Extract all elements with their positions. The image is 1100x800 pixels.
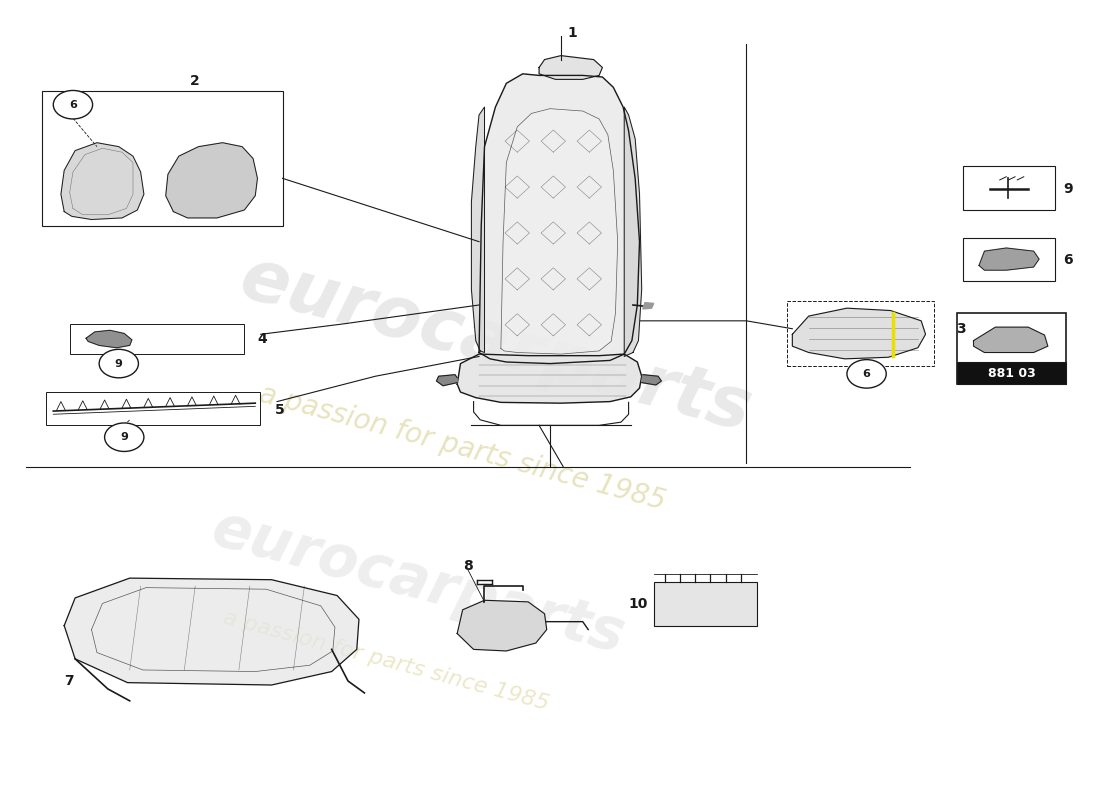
Polygon shape	[500, 109, 618, 354]
Polygon shape	[642, 302, 653, 309]
Polygon shape	[166, 142, 257, 218]
Text: a passion for parts since 1985: a passion for parts since 1985	[256, 380, 669, 515]
Text: 9: 9	[120, 432, 129, 442]
Circle shape	[104, 423, 144, 451]
Text: 5: 5	[275, 403, 285, 418]
Polygon shape	[60, 142, 144, 219]
Text: 7: 7	[64, 674, 74, 688]
Text: 3: 3	[956, 322, 966, 336]
Bar	[962, 238, 1055, 282]
Circle shape	[847, 360, 887, 388]
Text: 6: 6	[1063, 253, 1072, 267]
Polygon shape	[641, 374, 661, 385]
Polygon shape	[539, 56, 603, 79]
Bar	[957, 313, 1066, 384]
Text: 4: 4	[257, 332, 267, 346]
Text: eurocarparts: eurocarparts	[206, 499, 631, 665]
Text: 2: 2	[190, 74, 200, 88]
Polygon shape	[624, 107, 641, 357]
Text: 6: 6	[862, 369, 870, 379]
Polygon shape	[437, 374, 458, 386]
Text: 9: 9	[1063, 182, 1072, 196]
Bar	[43, 91, 283, 226]
Text: 8: 8	[463, 559, 472, 574]
Circle shape	[99, 350, 139, 378]
Text: a passion for parts since 1985: a passion for parts since 1985	[221, 608, 551, 714]
Polygon shape	[86, 330, 132, 348]
Bar	[786, 301, 934, 366]
Circle shape	[53, 90, 92, 119]
Bar	[957, 362, 1066, 384]
Text: eurocarparts: eurocarparts	[232, 243, 759, 446]
Bar	[45, 392, 260, 426]
Bar	[962, 166, 1055, 210]
Polygon shape	[472, 107, 484, 353]
Polygon shape	[979, 248, 1040, 270]
Bar	[69, 324, 244, 354]
Bar	[653, 582, 758, 626]
Text: 1: 1	[568, 26, 578, 41]
Text: 10: 10	[629, 598, 648, 611]
Polygon shape	[792, 308, 925, 359]
Polygon shape	[478, 74, 639, 363]
Text: 6: 6	[69, 100, 77, 110]
Polygon shape	[974, 327, 1048, 353]
Polygon shape	[458, 354, 641, 403]
Text: 9: 9	[114, 358, 123, 369]
Polygon shape	[458, 600, 547, 651]
Polygon shape	[64, 578, 359, 685]
Text: 881 03: 881 03	[988, 366, 1035, 379]
